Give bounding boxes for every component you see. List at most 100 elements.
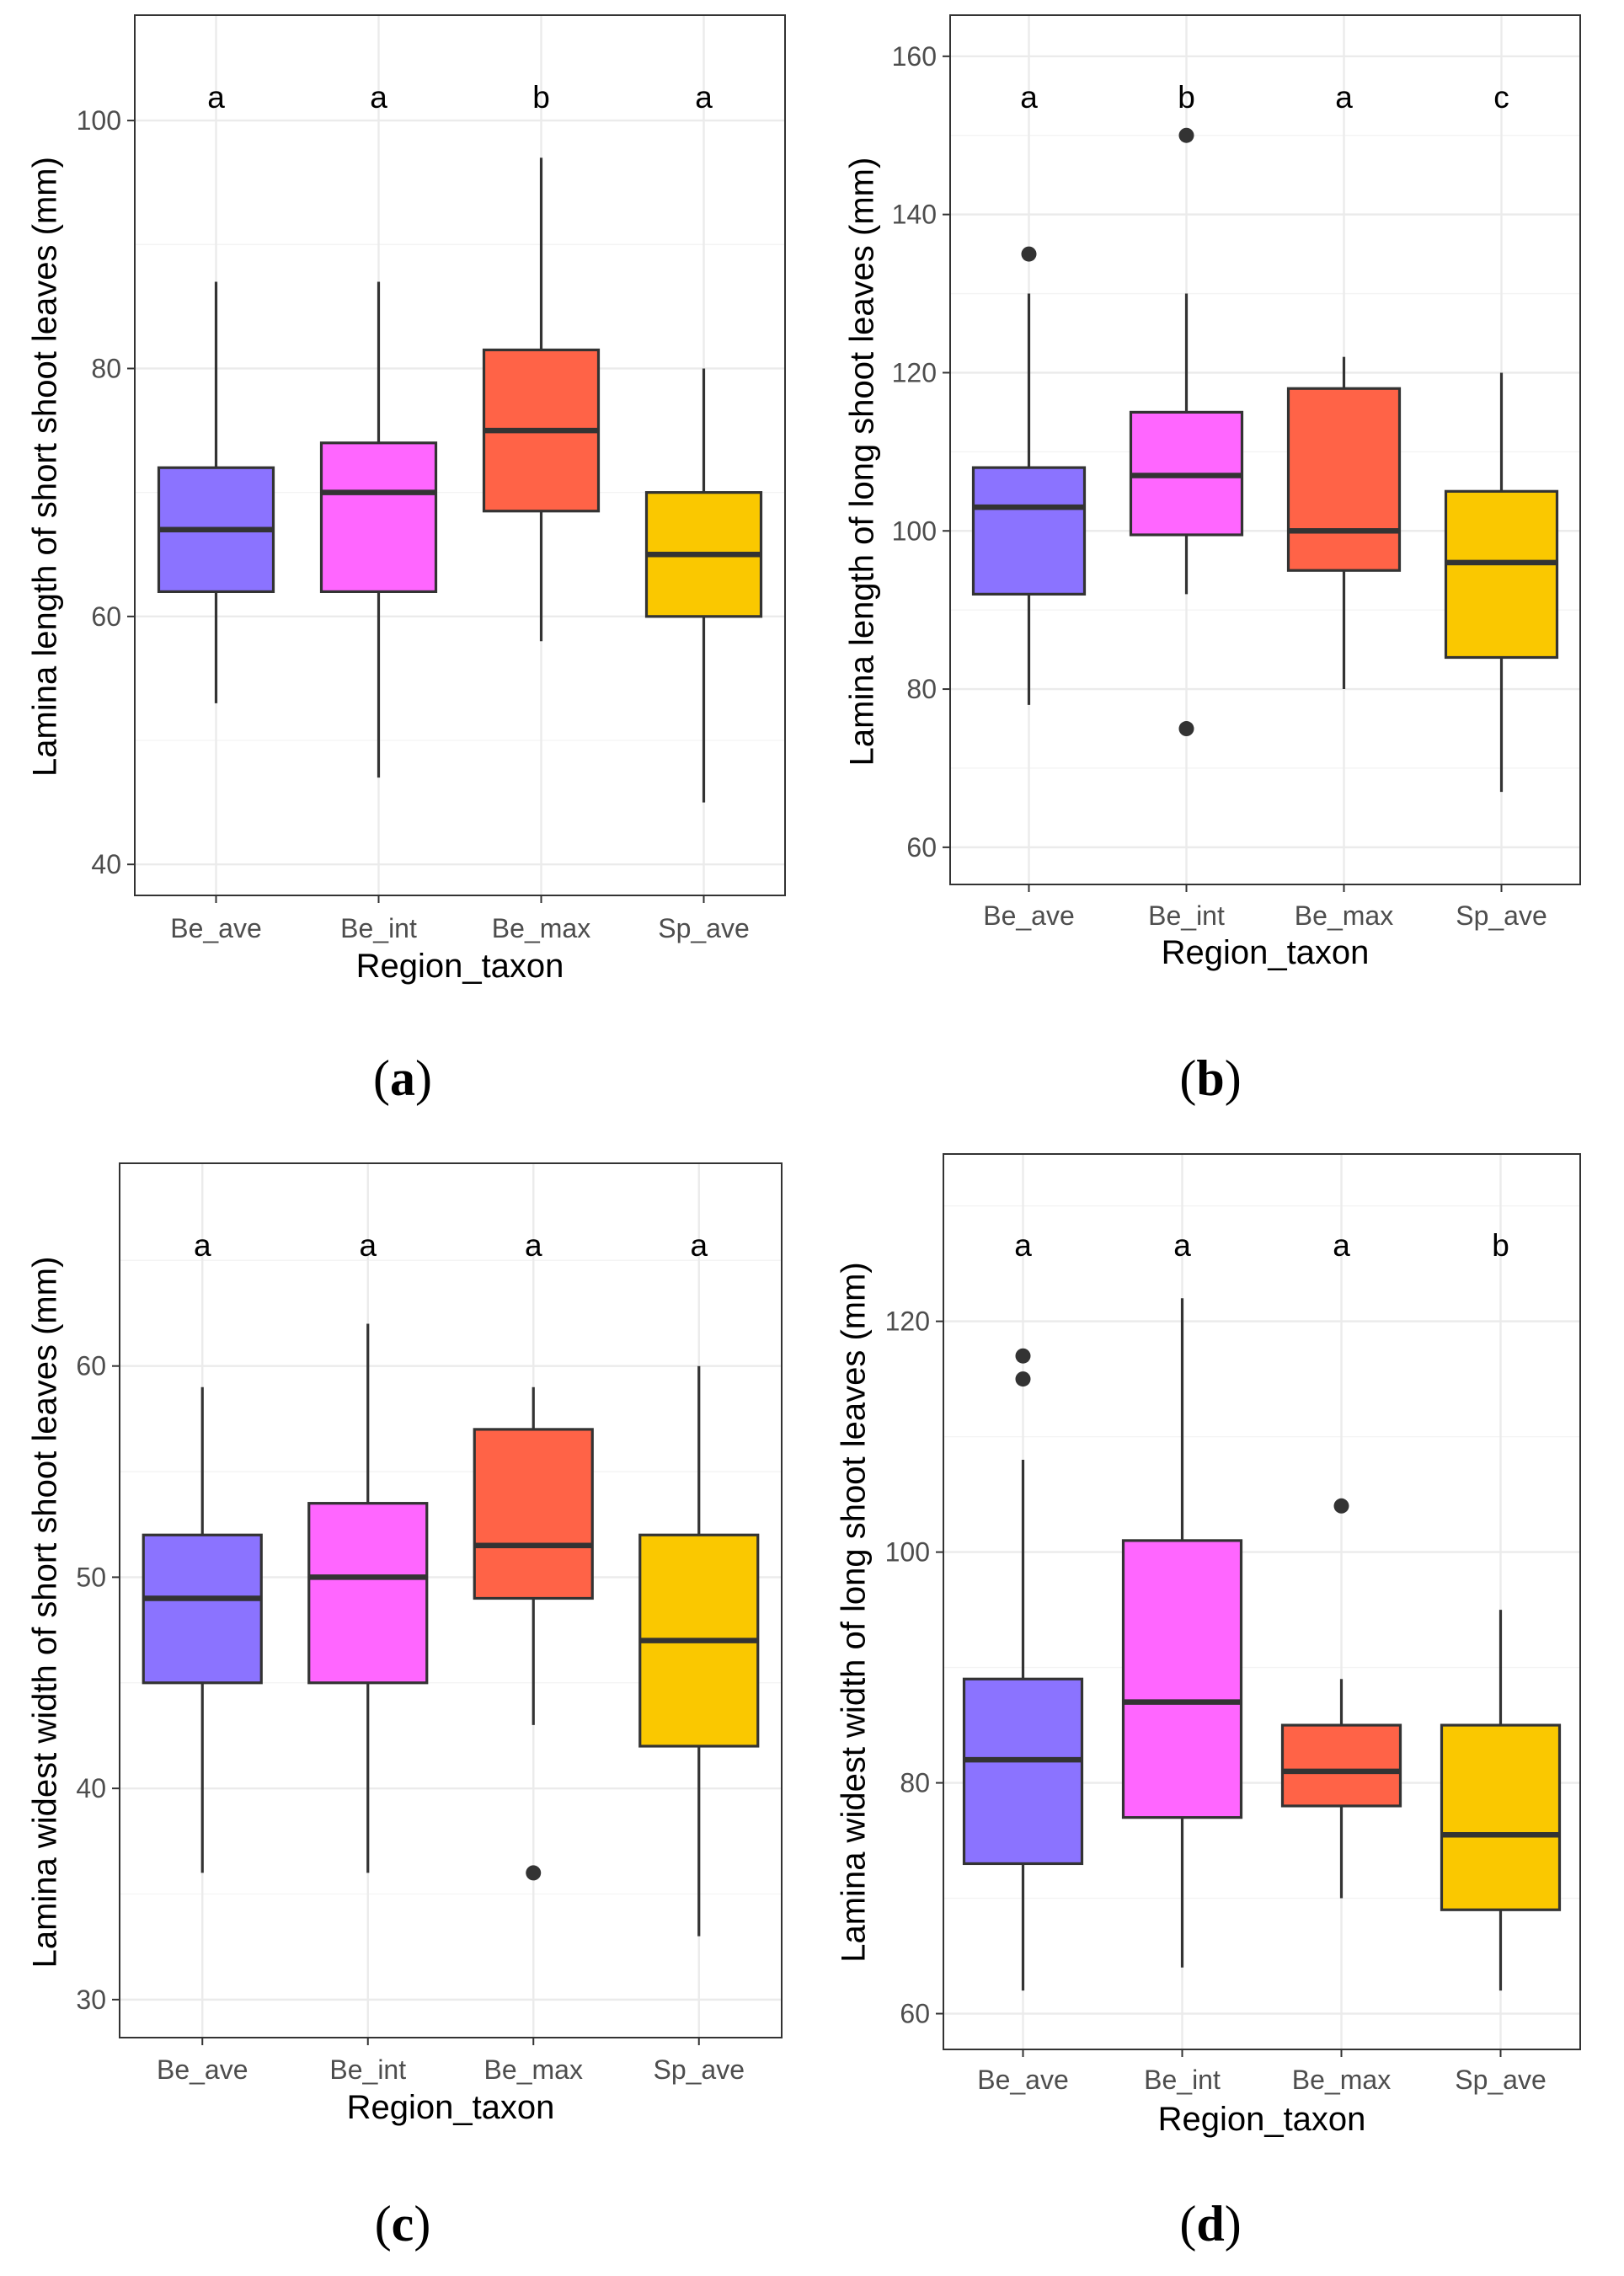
x-tick-label: Be_ave bbox=[170, 913, 262, 943]
significance-letter: a bbox=[1173, 1228, 1191, 1263]
y-tick-label: 120 bbox=[885, 1306, 930, 1337]
y-tick-label: 60 bbox=[91, 601, 121, 632]
panel-caption: (b) bbox=[1179, 1050, 1241, 1106]
y-axis-title: Lamina widest width of long shoot leaves… bbox=[836, 1262, 873, 1962]
box-Be_max: a bbox=[1280, 1228, 1402, 1899]
x-tick-label: Sp_ave bbox=[653, 2054, 745, 2085]
outlier-point bbox=[1015, 1371, 1031, 1387]
x-axis-title: Region_taxon bbox=[356, 948, 564, 985]
panel-b: 60 80 100 120 140 160 a b a c Be_ave Be_int Be_max Sp… bbox=[844, 14, 1581, 1106]
y-tick-label: 50 bbox=[76, 1562, 106, 1592]
iqr-box bbox=[307, 1502, 429, 1685]
plot-area bbox=[943, 1154, 1580, 2049]
y-tick-label: 60 bbox=[900, 1999, 930, 2029]
caption-letter: d bbox=[1196, 2196, 1224, 2252]
significance-letter: b bbox=[1492, 1228, 1509, 1263]
iqr-box bbox=[142, 1533, 263, 1685]
iqr-box bbox=[1286, 387, 1402, 572]
plot-border bbox=[949, 14, 1581, 885]
box-Be_max: a bbox=[1286, 80, 1402, 690]
plot-border bbox=[134, 14, 786, 896]
y-tick-label: 120 bbox=[892, 357, 937, 387]
y-tick-label: 40 bbox=[76, 1773, 106, 1803]
x-tick-label: Be_ave bbox=[983, 900, 1075, 931]
y-tick-label: 80 bbox=[91, 353, 121, 383]
iqr-box bbox=[1121, 1539, 1243, 1819]
box-Be_int: a bbox=[1121, 1228, 1243, 1968]
outlier-point bbox=[1021, 246, 1037, 262]
iqr-box bbox=[971, 466, 1087, 596]
x-tick-label: Be_max bbox=[492, 913, 590, 943]
box-Be_ave: a bbox=[157, 80, 275, 703]
y-axis-title: Lamina length of short shoot leaves (mm) bbox=[27, 157, 64, 777]
box-Sp_ave: c bbox=[1444, 80, 1559, 793]
x-tick-label: Sp_ave bbox=[658, 913, 750, 943]
y-axis-title: Lamina length of long shoot leaves (mm) bbox=[844, 158, 881, 767]
x-tick-label: Sp_ave bbox=[1455, 2065, 1547, 2095]
y-tick-label: 140 bbox=[892, 200, 937, 230]
iqr-box bbox=[1440, 1723, 1562, 1911]
panel-d: 60 80 100 120 a a a b Be_ave Be_int Be_max Sp_ave Re… bbox=[836, 1153, 1581, 2252]
x-axis-title: Region_taxon bbox=[1158, 2101, 1366, 2138]
significance-letter: a bbox=[359, 1228, 377, 1263]
panel-caption: (c) bbox=[375, 2196, 431, 2252]
x-tick-label: Be_int bbox=[329, 2054, 406, 2085]
outlier-point bbox=[526, 1865, 542, 1881]
outlier-point bbox=[1178, 721, 1194, 737]
caption-open: ( bbox=[373, 1050, 390, 1106]
iqr-box bbox=[473, 1428, 594, 1600]
box-Sp_ave: a bbox=[644, 80, 763, 803]
y-axis-title: Lamina widest width of short shoot leave… bbox=[27, 1257, 64, 1969]
caption-close: ) bbox=[1225, 2196, 1242, 2252]
significance-letter: b bbox=[532, 80, 550, 115]
caption-open: ( bbox=[1179, 2196, 1196, 2252]
significance-letter: a bbox=[1335, 80, 1353, 115]
panel-caption: (d) bbox=[1179, 2196, 1241, 2252]
significance-letter: a bbox=[1020, 80, 1038, 115]
y-tick-label: 80 bbox=[906, 674, 937, 704]
significance-letter: a bbox=[207, 80, 225, 115]
x-tick-label: Be_int bbox=[1148, 900, 1225, 931]
plot-area bbox=[135, 15, 785, 895]
caption-close: ) bbox=[414, 2196, 430, 2252]
caption-open: ( bbox=[375, 2196, 392, 2252]
box-Be_ave: a bbox=[962, 1228, 1084, 1991]
plot-border bbox=[119, 1162, 783, 2038]
y-tick-label: 30 bbox=[76, 1985, 106, 2015]
x-tick-label: Be_ave bbox=[157, 2054, 248, 2085]
box-Sp_ave: a bbox=[638, 1228, 760, 1937]
y-tick-label: 60 bbox=[76, 1351, 106, 1381]
box-Be_ave: a bbox=[971, 80, 1087, 705]
plot-area bbox=[950, 15, 1580, 884]
x-axis-title: Region_taxon bbox=[1162, 934, 1370, 971]
box-Sp_ave: b bbox=[1440, 1228, 1562, 1991]
iqr-box bbox=[319, 441, 438, 594]
panel-caption: (a) bbox=[373, 1050, 432, 1106]
outlier-point bbox=[1333, 1498, 1349, 1514]
significance-letter: a bbox=[525, 1228, 542, 1263]
iqr-box bbox=[1444, 489, 1559, 660]
x-tick-label: Be_ave bbox=[977, 2065, 1069, 2095]
significance-letter: b bbox=[1178, 80, 1195, 115]
iqr-box bbox=[962, 1677, 1084, 1866]
significance-letter: a bbox=[690, 1228, 708, 1263]
outlier-point bbox=[1015, 1348, 1031, 1364]
significance-letter: a bbox=[1014, 1228, 1032, 1263]
y-tick-label: 100 bbox=[77, 105, 121, 136]
panel-a: 40 60 80 100 a a b a Be_ave Be_int Be_max Sp_ave Reg… bbox=[27, 14, 786, 1106]
y-tick-label: 80 bbox=[900, 1768, 930, 1798]
box-Be_max: b bbox=[482, 80, 601, 642]
x-tick-label: Sp_ave bbox=[1456, 900, 1547, 931]
significance-letter: c bbox=[1493, 80, 1509, 115]
caption-close: ) bbox=[1225, 1050, 1242, 1106]
box-Be_int: b bbox=[1129, 80, 1244, 737]
box-Be_ave: a bbox=[142, 1228, 263, 1873]
significance-letter: a bbox=[695, 80, 713, 115]
caption-open: ( bbox=[1179, 1050, 1196, 1106]
y-tick-label: 100 bbox=[892, 516, 937, 546]
iqr-box bbox=[1280, 1723, 1402, 1808]
x-tick-label: Be_max bbox=[484, 2054, 583, 2085]
x-axis-title: Region_taxon bbox=[347, 2089, 555, 2126]
caption-letter: b bbox=[1196, 1050, 1224, 1106]
